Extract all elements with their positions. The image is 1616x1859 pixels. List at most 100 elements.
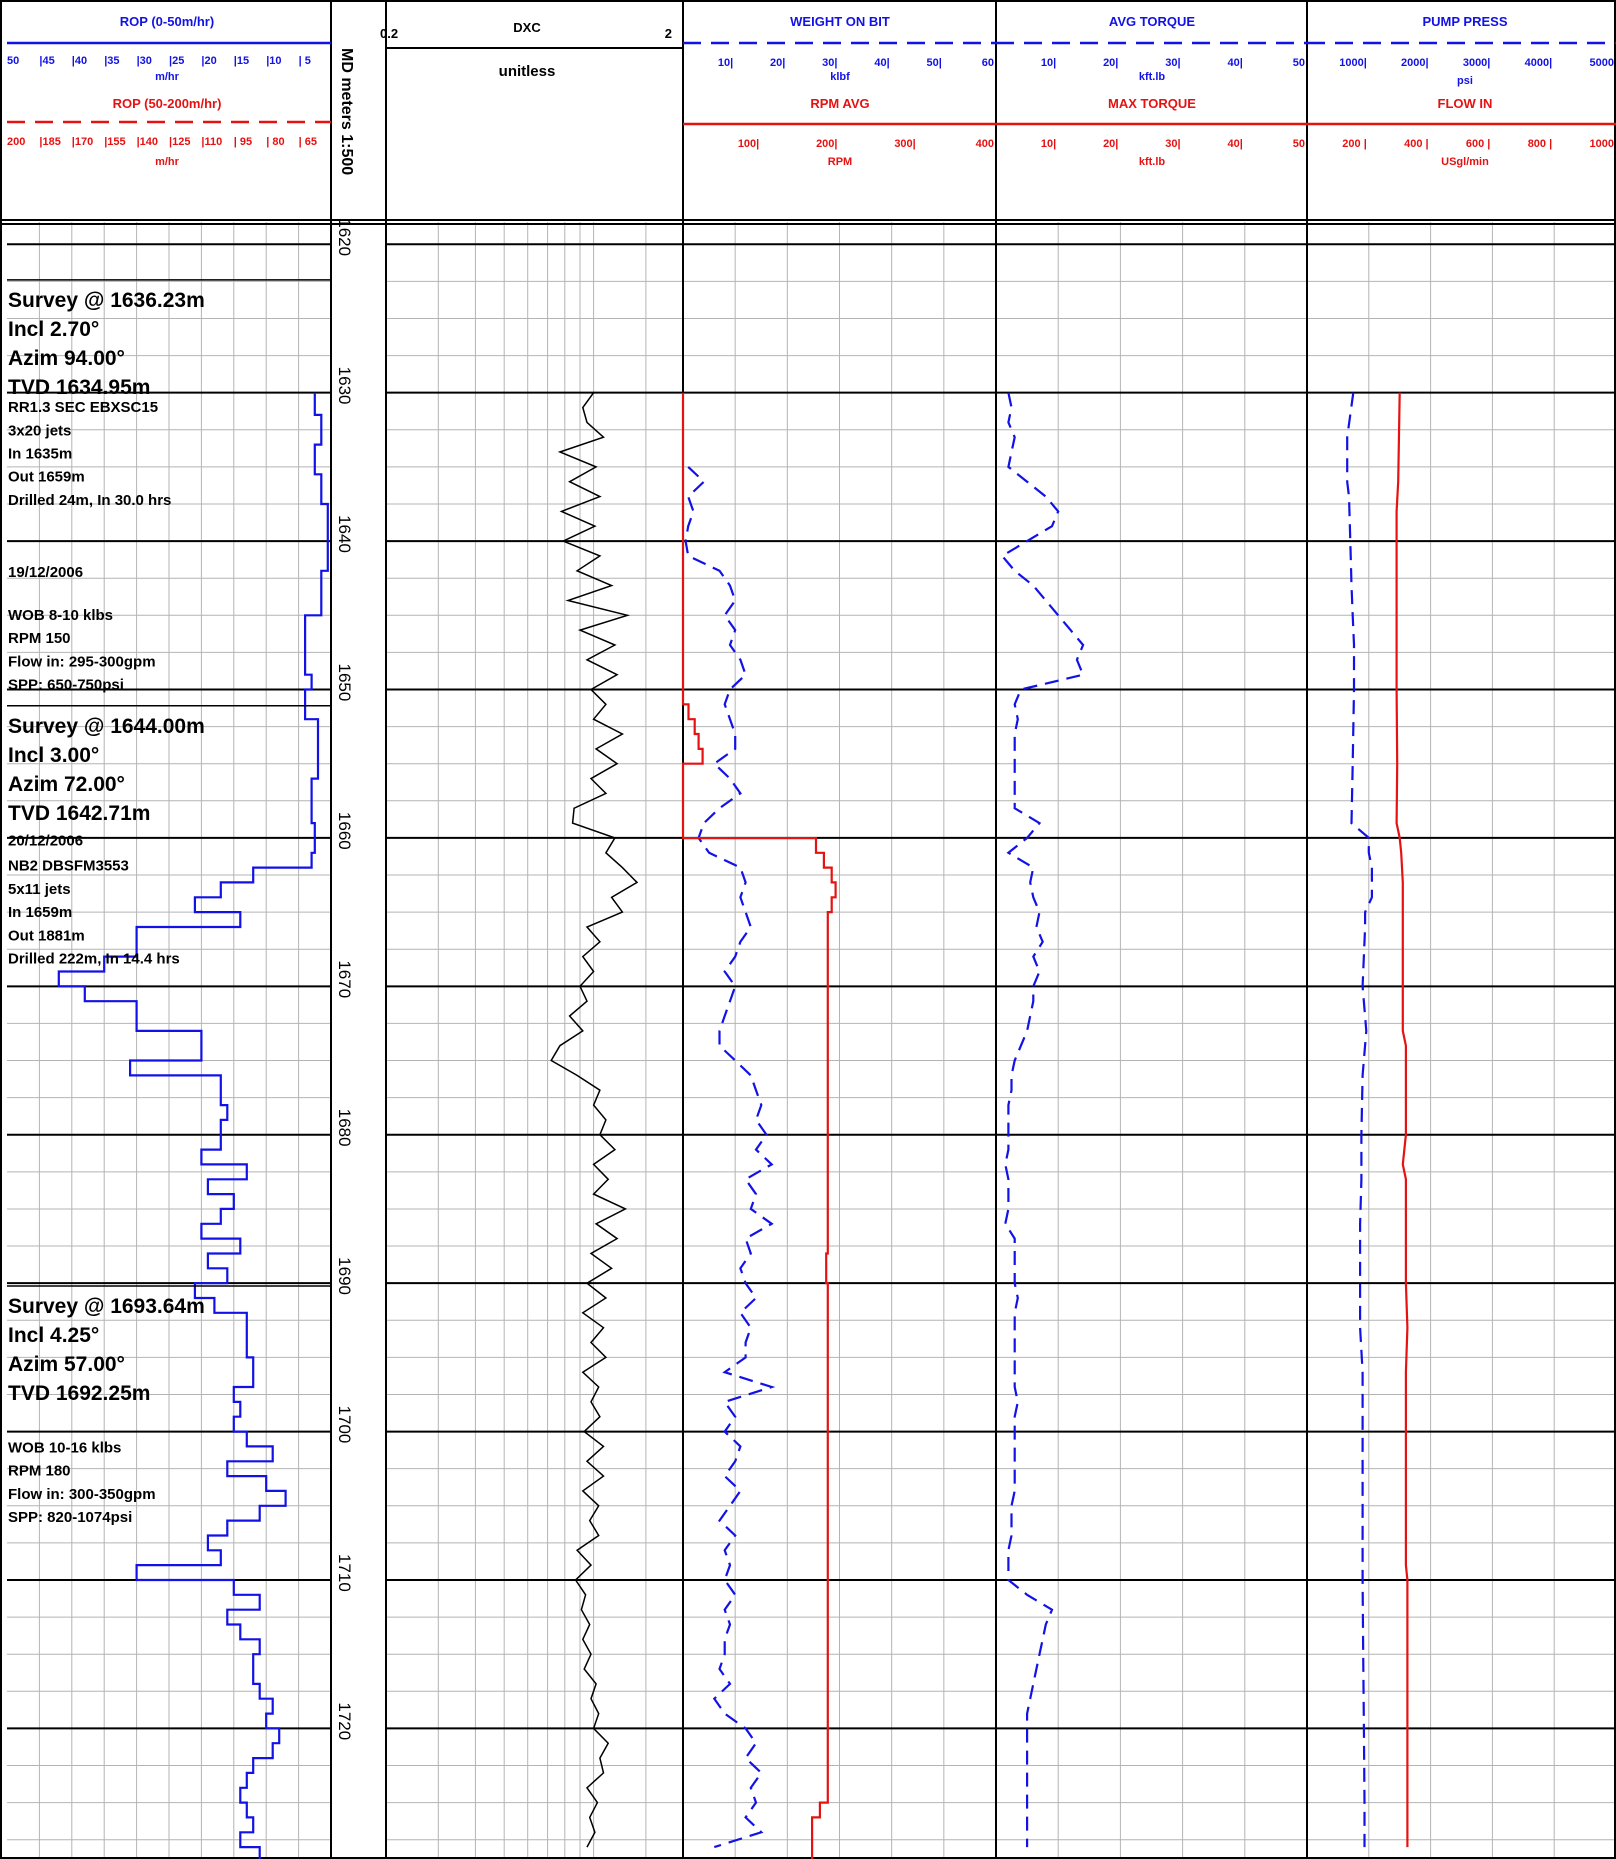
pump-ticks2-label: 600 |: [1466, 138, 1491, 150]
annotation-line: RR1.3 SEC EBXSC15: [8, 399, 158, 416]
pump-ticks2-label: 200 |: [1342, 138, 1367, 150]
depth-labels: 1620 1630 1640 1650 1660 1670 1680 1690 1700 1710…: [335, 218, 354, 1740]
flow-in-scale-ticks: 200 | 400 | 600 | 800 | 1000: [1342, 138, 1614, 150]
annotation-line: 3x20 jets: [8, 422, 71, 439]
pump-ticks2-label: 1000: [1590, 138, 1614, 150]
annotation-line: Out 1881m: [8, 927, 85, 944]
pump-ticks1-label: 4000|: [1525, 57, 1553, 69]
annotation-line: Flow in: 300-350gpm: [8, 1486, 156, 1503]
annotation-line: WOB 8-10 klbs: [8, 607, 113, 624]
annotation-line: Drilled 24m, In 30.0 hrs: [8, 492, 171, 509]
annotation-line: Flow in: 295-300gpm: [8, 653, 156, 670]
depth-label: 1650: [335, 664, 354, 702]
track-grids: [7, 222, 1616, 1859]
depth-label: 1640: [335, 515, 354, 553]
depth-label: 1660: [335, 812, 354, 850]
dxc-title: DXC: [513, 20, 541, 35]
rop-ticks2-label: | 65: [299, 136, 317, 148]
flow-in-title: FLOW IN: [1438, 96, 1493, 111]
wob-ticks2-label: 300|: [894, 138, 915, 150]
annotation-line: Drilled 222m, In 14.4 hrs: [8, 951, 180, 968]
pump-press-title: PUMP PRESS: [1422, 14, 1507, 29]
annotations: Survey @ 1636.23m Incl 2.70° Azim 94.00° TV…: [7, 279, 331, 1526]
rop-ticks1-label: |10: [266, 55, 281, 67]
rop-scale-ticks: 50 |45 |40 |35 |30 |25 |20 |15 |10 | 5: [7, 55, 311, 67]
annotation-line: TVD 1692.25m: [8, 1382, 150, 1405]
dxc-unit: unitless: [499, 63, 556, 80]
annotation-line: Survey @ 1693.64m: [8, 1295, 205, 1318]
wob-ticks1-label: 60: [982, 57, 994, 69]
depth-label: 1700: [335, 1406, 354, 1444]
wob-ticks1-label: 40|: [874, 57, 889, 69]
max-torque-scale-ticks: 10| 20| 30| 40| 50: [1041, 138, 1305, 150]
depth-label: 1680: [335, 1109, 354, 1147]
annotation-line: 19/12/2006: [8, 564, 83, 581]
annotation-line: 20/12/2006: [8, 832, 83, 849]
wob-scale-ticks: 10| 20| 30| 40| 50| 60: [718, 57, 994, 69]
pump-ticks1-label: 5000: [1590, 57, 1614, 69]
wob-unit: klbf: [830, 71, 850, 83]
pump-ticks1-label: 1000|: [1339, 57, 1367, 69]
wob-ticks2-label: 400: [976, 138, 994, 150]
rop-ticks2-label: |110: [201, 136, 222, 148]
depth-label: 1720: [335, 1702, 354, 1740]
pump-ticks1-label: 3000|: [1463, 57, 1491, 69]
rop-ticks1-label: |35: [104, 55, 119, 67]
rop-ticks2-label: |140: [137, 136, 158, 148]
rop2-title: ROP (50-200m/hr): [113, 96, 222, 111]
wob-title: WEIGHT ON BIT: [790, 14, 890, 29]
rop-unit: m/hr: [155, 71, 180, 83]
rop-ticks1-label: |30: [137, 55, 152, 67]
pump-ticks1-label: 2000|: [1401, 57, 1429, 69]
curve-pump-press: [1346, 392, 1373, 1848]
torque-ticks1-label: 10|: [1041, 57, 1056, 69]
wob-ticks1-label: 30|: [822, 57, 837, 69]
annotation-line: Azim 57.00°: [8, 1353, 125, 1376]
torque-header: AVG TORQUE 10| 20| 30| 40| 50 kft.lb MAX TOR…: [1041, 14, 1305, 168]
depth-label: 1630: [335, 367, 354, 405]
depth-axis-title: MD meters 1:500: [338, 48, 355, 175]
rop2-unit: m/hr: [155, 156, 180, 168]
annotation-line: In 1659m: [8, 904, 72, 921]
annotation-line: RPM 150: [8, 630, 71, 647]
curve-dxc: [550, 392, 639, 1848]
annotation-line: In 1635m: [8, 446, 72, 463]
avg-torque-title: AVG TORQUE: [1109, 14, 1196, 29]
annotation-line: Azim 72.00°: [8, 773, 125, 796]
rop-ticks2-label: 200: [7, 136, 25, 148]
pump-ticks2-label: 400 |: [1404, 138, 1429, 150]
rop-ticks1-label: |15: [234, 55, 249, 67]
pump-header: PUMP PRESS 1000| 2000| 3000| 4000| 5000 psi …: [1339, 14, 1614, 168]
torque-ticks2-label: 10|: [1041, 138, 1056, 150]
annotation-line: Incl 2.70°: [8, 318, 99, 341]
annotation-line: WOB 10-16 klbs: [8, 1440, 121, 1457]
annotation-line: Incl 4.25°: [8, 1324, 99, 1347]
rop-ticks1-label: |25: [169, 55, 184, 67]
torque-ticks1-label: 50: [1293, 57, 1305, 69]
rop-ticks2-label: | 95: [234, 136, 252, 148]
wob-header: WEIGHT ON BIT 10| 20| 30| 40| 50| 60 klbf RPM…: [718, 14, 994, 168]
pump-press-unit: psi: [1457, 75, 1473, 87]
annotation-line: Survey @ 1636.23m: [8, 289, 205, 312]
depth-label: 1670: [335, 960, 354, 998]
curve-rop-0-50m-hr-: [57, 392, 329, 1859]
wob-ticks2-label: 100|: [738, 138, 759, 150]
avg-torque-scale-ticks: 10| 20| 30| 40| 50: [1041, 57, 1305, 69]
avg-torque-unit: kft.lb: [1139, 71, 1166, 83]
torque-ticks1-label: 40|: [1227, 57, 1242, 69]
rpm-scale-ticks: 100| 200| 300| 400: [738, 138, 994, 150]
annotation-line: TVD 1642.71m: [8, 802, 150, 825]
wob-ticks1-label: 20|: [770, 57, 785, 69]
annotation-line: Incl 3.00°: [8, 744, 99, 767]
wob-ticks1-label: 10|: [718, 57, 733, 69]
rop-ticks1-label: |40: [72, 55, 87, 67]
rop-ticks2-label: |125: [169, 136, 190, 148]
dxc-scale-min: 0.2: [380, 26, 398, 41]
curve-avg-torque: [1000, 392, 1085, 1848]
depth-label: 1710: [335, 1554, 354, 1592]
annotation-line: Out 1659m: [8, 469, 85, 486]
rop-ticks2-label: |185: [39, 136, 60, 148]
